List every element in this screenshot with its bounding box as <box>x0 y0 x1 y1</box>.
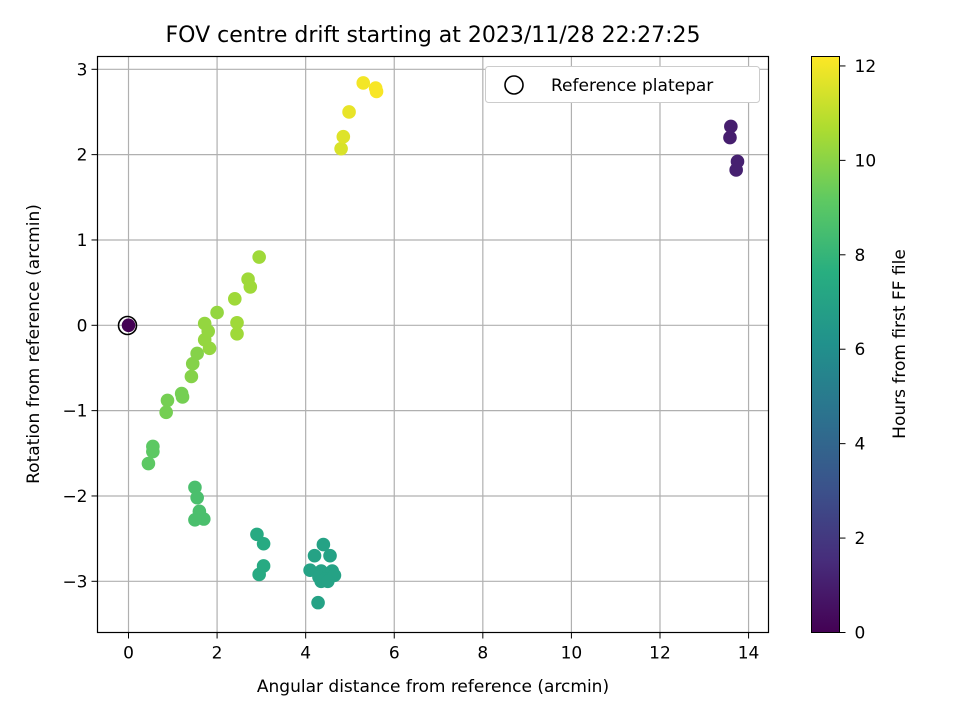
x-tick-label: 0 <box>123 644 134 664</box>
x-axis-label: Angular distance from reference (arcmin) <box>257 677 609 697</box>
y-axis-label: Rotation from reference (arcmin) <box>24 204 44 484</box>
scatter-point <box>146 444 160 459</box>
y-tick-label: −3 <box>62 572 87 592</box>
x-tick-label: 2 <box>212 644 223 664</box>
scatter-point <box>316 537 331 552</box>
scatter-point <box>342 105 356 119</box>
scatter-point <box>159 405 173 420</box>
x-tick-label: 8 <box>477 644 488 664</box>
colorbar: 0 2 4 6 8 10 12 Hours from first FF file <box>811 56 910 644</box>
scatter-point <box>356 76 371 90</box>
scatter-point <box>729 163 743 177</box>
scatter-point <box>188 480 202 495</box>
colorbar-tick-label: 2 <box>855 529 866 549</box>
legend-marker <box>504 75 524 95</box>
y-tick-label: 0 <box>77 316 88 336</box>
legend-box <box>485 66 760 103</box>
x-tick-label: 10 <box>561 644 583 664</box>
scatter-point <box>256 536 271 551</box>
colorbar-tick-label: 12 <box>855 57 877 77</box>
legend: Reference platepar <box>485 66 760 103</box>
scatter-point <box>190 490 204 505</box>
scatter-point <box>321 574 335 589</box>
x-tick-label: 4 <box>300 644 311 664</box>
x-tick-label: 12 <box>649 644 671 664</box>
y-tick-label: 3 <box>77 60 88 80</box>
x-tick-label: 6 <box>389 644 400 664</box>
scatter-point <box>121 318 136 333</box>
scatter-point <box>243 280 258 294</box>
colorbar-ticks: 0 2 4 6 8 10 12 <box>839 57 877 644</box>
scatter-point <box>188 513 202 527</box>
y-axis-ticks: −3 −2 −1 0 1 2 3 <box>62 60 98 592</box>
y-tick-label: −2 <box>62 487 87 507</box>
y-tick-label: −1 <box>62 402 87 422</box>
colorbar-tick-label: 4 <box>855 435 866 455</box>
colorbar-tick-label: 6 <box>855 340 866 360</box>
scatter-points <box>121 76 745 610</box>
colorbar-tick-label: 10 <box>855 151 877 171</box>
scatter-point <box>184 369 199 384</box>
y-tick-label: 1 <box>77 231 88 251</box>
chart-title: FOV centre drift starting at 2023/11/28 … <box>166 23 701 48</box>
scatter-point <box>252 250 266 264</box>
scatter-point <box>175 390 190 404</box>
scatter-point <box>336 129 351 144</box>
scatter-point <box>185 356 200 371</box>
y-tick-label: 2 <box>77 146 88 166</box>
scatter-point <box>724 119 738 134</box>
colorbar-tick-label: 8 <box>855 246 866 266</box>
colorbar-tick-label: 0 <box>855 624 866 644</box>
scatter-point <box>141 456 156 471</box>
scatter-point <box>723 130 737 145</box>
colorbar-gradient <box>811 56 840 633</box>
scatter-point <box>160 393 175 408</box>
scatter-point <box>210 305 224 320</box>
reference-marker <box>117 315 138 336</box>
x-tick-label: 14 <box>738 644 760 664</box>
scatter-point <box>228 292 242 306</box>
scatter-point <box>307 548 322 563</box>
scatter-point <box>202 341 217 356</box>
legend-label: Reference platepar <box>551 76 713 96</box>
scatter-point <box>334 141 348 156</box>
colorbar-label: Hours from first FF file <box>890 249 910 439</box>
plot-frame <box>96 55 770 634</box>
scatter-point <box>323 548 337 563</box>
x-axis-ticks: 0 2 4 6 8 10 12 14 <box>123 632 760 664</box>
scatter-point <box>252 567 266 582</box>
grid <box>97 56 769 633</box>
scatter-point <box>230 315 244 330</box>
scatter-point <box>190 346 204 361</box>
scatter-point <box>311 595 325 610</box>
scatter-point <box>250 527 264 542</box>
scatter-point <box>230 327 244 341</box>
scatter-point <box>369 84 384 99</box>
